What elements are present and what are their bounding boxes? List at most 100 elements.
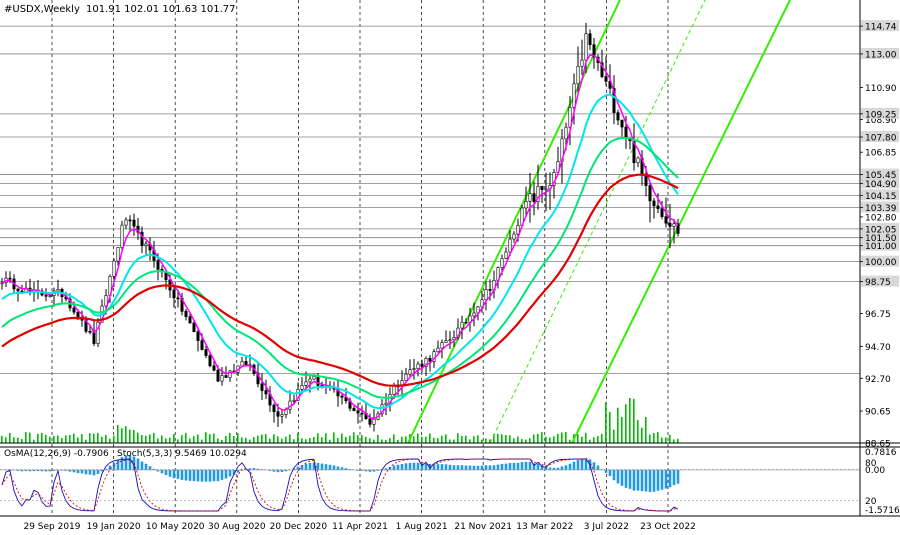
osma-bar (216, 470, 220, 482)
level-label-bg (861, 222, 899, 234)
candle-body (664, 216, 668, 224)
osma-bar (428, 464, 432, 470)
volume-bar (397, 439, 399, 443)
candle-body (524, 201, 528, 209)
candle-body (16, 288, 20, 292)
candle-body (380, 404, 384, 415)
volume-bar (149, 434, 151, 443)
volume-bar (481, 439, 483, 443)
osma-bar (464, 465, 468, 470)
candle-body (656, 205, 660, 209)
y-tick-label: 101.50 (865, 234, 897, 244)
osma-bar (376, 470, 380, 471)
osma-bar (676, 470, 680, 484)
volume-bar (545, 436, 547, 443)
volume-bar (337, 438, 339, 443)
osma-bar (444, 464, 448, 470)
osma-bar (340, 467, 344, 470)
volume-bar (41, 432, 43, 443)
osma-bar (668, 470, 672, 488)
candle-body (312, 376, 316, 380)
level-label-bg (861, 201, 899, 213)
candle-body (96, 321, 100, 344)
y-tick-label: 108.90 (865, 116, 897, 126)
osma-bar (596, 465, 600, 470)
osma-bar (448, 464, 452, 470)
candle-body (444, 340, 448, 343)
candle-body (228, 370, 232, 378)
candle-body (360, 412, 364, 415)
osma-bar (392, 465, 396, 470)
osma-bar (140, 461, 144, 470)
candle-body (572, 83, 576, 108)
volume-bar (129, 429, 131, 443)
osma-bar (236, 470, 240, 473)
volume-bar (165, 438, 167, 443)
osma-bar (84, 470, 88, 475)
osma-bar (508, 463, 512, 470)
volume-bar (261, 434, 263, 443)
candle-body (196, 331, 200, 341)
osma-bar (488, 465, 492, 470)
volume-bar (61, 438, 63, 443)
osma-bar (504, 463, 508, 470)
osma-bar (108, 465, 112, 470)
osma-bar (312, 462, 316, 470)
volume-bar (205, 432, 207, 443)
candle-body (592, 44, 596, 58)
volume-bar (597, 436, 599, 443)
osma-bar (424, 463, 428, 470)
volume-bar (445, 434, 447, 443)
volume-bar (641, 427, 643, 443)
volume-bar (497, 433, 499, 443)
ma-cyan-line (1, 93, 679, 410)
candle-body (676, 223, 680, 234)
osma-bar (644, 470, 648, 492)
osma-bar (396, 464, 400, 470)
volume-bar (413, 436, 415, 443)
osma-bar (100, 470, 104, 472)
chart-ohlc-values: 101.91 102.01 101.63 101.77 (86, 4, 236, 15)
osma-bar (360, 470, 364, 471)
candle-body (584, 33, 588, 61)
volume-bar (81, 434, 83, 443)
volume-bar (249, 439, 251, 443)
volume-bar (245, 437, 247, 443)
osma-bar (304, 463, 308, 470)
candle-body (464, 321, 468, 324)
candle-body (436, 347, 440, 352)
osma-bar (180, 470, 184, 480)
y-tick-label: 113.00 (865, 50, 897, 60)
volume-bar (133, 429, 135, 443)
volume-bar (469, 439, 471, 443)
volume-bar (25, 432, 27, 443)
osma-bar (48, 470, 52, 472)
candle-body (76, 311, 80, 320)
candle-body (536, 185, 540, 202)
volume-bar (433, 437, 435, 443)
candle-body (580, 59, 584, 67)
volume-bar (521, 439, 523, 443)
volume-bar (177, 439, 179, 443)
osma-bar (196, 470, 200, 482)
osma-bar (92, 470, 96, 476)
osma-bar (520, 462, 524, 470)
volume-bar (277, 436, 279, 443)
osma-bar (636, 470, 640, 491)
volume-bar (625, 404, 627, 443)
volume-bar (589, 439, 591, 443)
volume-bar (525, 439, 527, 443)
osma-bar (220, 470, 224, 480)
volume-layer (1, 397, 679, 443)
osma-bar (496, 464, 500, 470)
osma-bar (228, 470, 232, 477)
candle-body (648, 185, 652, 202)
volume-bar (113, 435, 115, 443)
osma-bar (388, 466, 392, 470)
volume-bar (345, 436, 347, 443)
volume-bar (537, 433, 539, 443)
volume-bar (237, 433, 239, 443)
candle-body (200, 340, 204, 350)
